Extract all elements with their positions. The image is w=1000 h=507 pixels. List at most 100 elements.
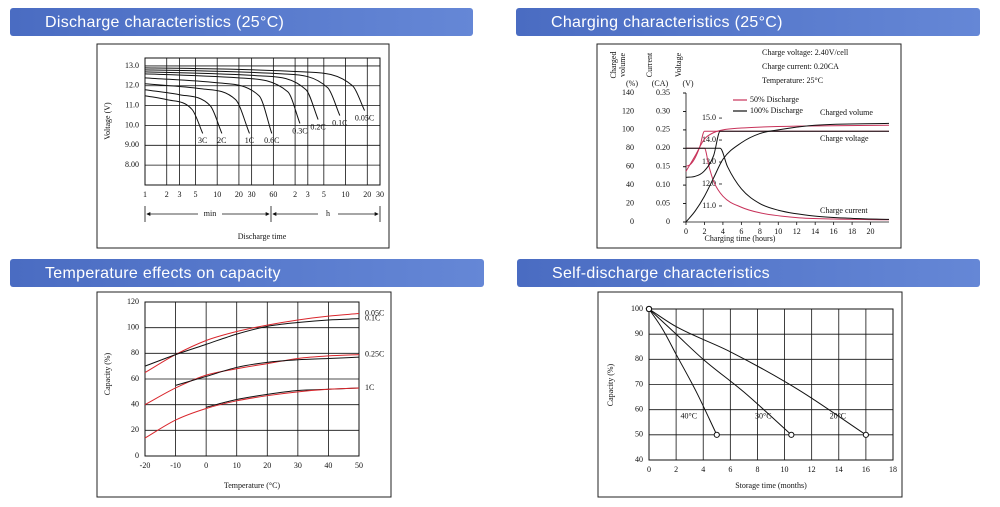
annotation: Charged volume — [820, 108, 873, 117]
y-tick-label: 8.00 — [125, 160, 139, 169]
y-tick-label: 11.0 — [125, 100, 139, 109]
x-tick-label: 0 — [647, 465, 651, 474]
annotation: Charge current — [820, 206, 868, 215]
chart-box — [596, 43, 902, 249]
series-label: 1C — [365, 383, 374, 392]
series-label: 20°C — [830, 412, 847, 421]
axis-unit: (%) — [626, 79, 638, 88]
x-tick-label: 8 — [758, 227, 762, 236]
series-line — [686, 147, 890, 220]
series-line — [144, 89, 223, 134]
x-axis-title: Discharge time — [238, 232, 287, 241]
y-tick-label: 80 — [635, 354, 643, 363]
series-line — [144, 95, 204, 134]
series-label: 3C — [198, 136, 207, 145]
x-tick-label: 6 — [728, 465, 732, 474]
x-tick-label: 4 — [701, 465, 705, 474]
marker — [862, 431, 869, 438]
y-tick-label: 12.0 — [125, 81, 139, 90]
note: Charge current: 0.20CA — [762, 62, 839, 71]
y-axis-title: Capacity (%) — [103, 352, 112, 395]
x-tick-label: 16 — [830, 227, 838, 236]
y-tick-label: 20 — [626, 198, 634, 207]
series-line — [648, 308, 792, 436]
marker — [788, 431, 795, 438]
y-axis-title: Voltage (V) — [103, 102, 112, 140]
chart-box — [96, 291, 392, 498]
series-label: 1C — [245, 136, 254, 145]
y-tick-label: 0 — [666, 217, 670, 226]
x-tick-label: 20 — [867, 227, 875, 236]
x-tick-label: 16 — [862, 465, 870, 474]
section-header — [517, 259, 980, 287]
section-title: Temperature effects on capacity — [45, 265, 281, 282]
series-line — [144, 73, 301, 124]
x-tick-label: 30 — [294, 461, 302, 470]
x-tick-label: 10 — [213, 190, 221, 199]
x-tick-label: 2 — [165, 190, 169, 199]
series-label: 0.1C — [332, 118, 347, 127]
series-label: 2C — [217, 136, 226, 145]
x-axis-title: Charging time (hours) — [705, 234, 776, 243]
series-label: 0.05C — [365, 308, 384, 317]
x-tick-label: 20 — [263, 461, 271, 470]
y-tick-label: 60 — [635, 404, 643, 413]
series-line — [648, 308, 867, 436]
series-line — [144, 387, 360, 439]
y-tick-label: 0 — [135, 451, 139, 460]
axis-unit: (V) — [682, 79, 693, 88]
x-tick-label: 14 — [811, 227, 819, 236]
time-brackets — [144, 206, 381, 222]
y-tick-label: 20 — [131, 425, 139, 434]
y-tick-label: 80 — [626, 143, 634, 152]
y-axis-title: Voltage — [674, 52, 683, 77]
series-line — [144, 318, 360, 367]
x-tick-label: 10 — [774, 227, 782, 236]
y-tick-label: 100 — [127, 322, 139, 331]
series-label: 40°C — [681, 412, 698, 421]
y-tick-label: 50 — [635, 430, 643, 439]
x-tick-label: -20 — [140, 461, 151, 470]
series-label: 0.05C — [355, 113, 374, 122]
y-axis-title: Current — [645, 52, 654, 77]
y-tick-label: 60 — [626, 162, 634, 171]
y-tick-label: 0.15 — [656, 162, 670, 171]
series-line — [144, 77, 273, 134]
series-label: 0.2C — [310, 122, 325, 131]
y-tick-label: 0.05 — [656, 198, 670, 207]
series-line — [175, 356, 360, 386]
series-label: 0.3C — [292, 126, 307, 135]
x-tick-label: 10 — [781, 465, 789, 474]
y-tick-label: 40 — [626, 180, 634, 189]
x-tick-label: 30 — [248, 190, 256, 199]
x-tick-label: 1 — [143, 190, 147, 199]
x-tick-label: 4 — [721, 227, 725, 236]
y-tick-label: 70 — [635, 379, 643, 388]
y-tick-label: 9.00 — [125, 140, 139, 149]
y-axis-title: Capacity (%) — [606, 363, 615, 406]
y-tick-label: 0.25 — [656, 125, 670, 134]
x-tick-label: 50 — [355, 461, 363, 470]
series-label: 0.1C — [365, 314, 380, 323]
series-line — [686, 147, 890, 221]
legend-label: 50% Discharge — [750, 95, 799, 104]
x-tick-label: 60 — [269, 190, 277, 199]
series-line — [144, 354, 360, 406]
note: Charge voltage: 2.40V/cell — [762, 48, 849, 57]
x-tick-label: 40 — [324, 461, 332, 470]
y-tick-label: 140 — [622, 88, 634, 97]
x-tick-label: 2 — [674, 465, 678, 474]
section-header — [516, 8, 980, 36]
x-tick-label: 3 — [306, 190, 310, 199]
y-tick-label: 100 — [622, 125, 634, 134]
y-tick-label: 12.0 — [702, 179, 716, 188]
x-axis-title: Temperature (°C) — [224, 481, 281, 490]
x-tick-label: 18 — [889, 465, 897, 474]
x-tick-label: 0 — [204, 461, 208, 470]
y-tick-label: 120 — [622, 106, 634, 115]
series-line — [685, 130, 889, 178]
x-tick-label: 5 — [193, 190, 197, 199]
y-tick-label: 90 — [635, 329, 643, 338]
y-tick-label: 10.0 — [125, 120, 139, 129]
